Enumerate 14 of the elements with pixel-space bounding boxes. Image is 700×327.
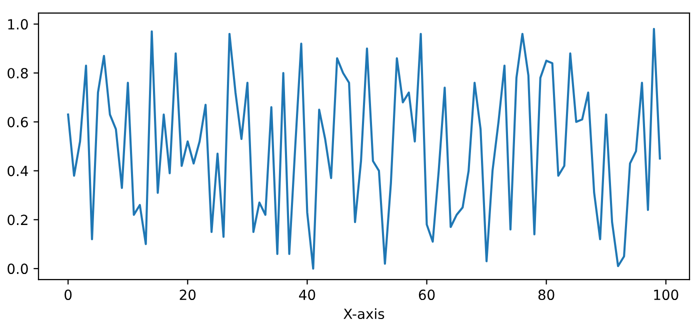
y-tick-label: 0.4 xyxy=(8,166,28,176)
x-tick-label: 100 xyxy=(654,290,678,300)
x-axis-title: X-axis xyxy=(344,308,384,320)
x-tick-label: 20 xyxy=(180,290,196,300)
y-tick-label: 0.6 xyxy=(8,116,28,128)
x-tick-label: 60 xyxy=(418,290,435,300)
y-tick-label: 0.0 xyxy=(8,264,28,274)
line-series xyxy=(67,28,661,270)
x-tick-label: 0 xyxy=(64,290,72,300)
x-tick-label: 80 xyxy=(538,290,554,300)
x-tick-label: 40 xyxy=(299,290,316,300)
y-tick-label: 1.0 xyxy=(8,19,28,30)
y-tick-label: 0.8 xyxy=(8,68,28,78)
y-tick-label: 0.2 xyxy=(8,214,28,226)
